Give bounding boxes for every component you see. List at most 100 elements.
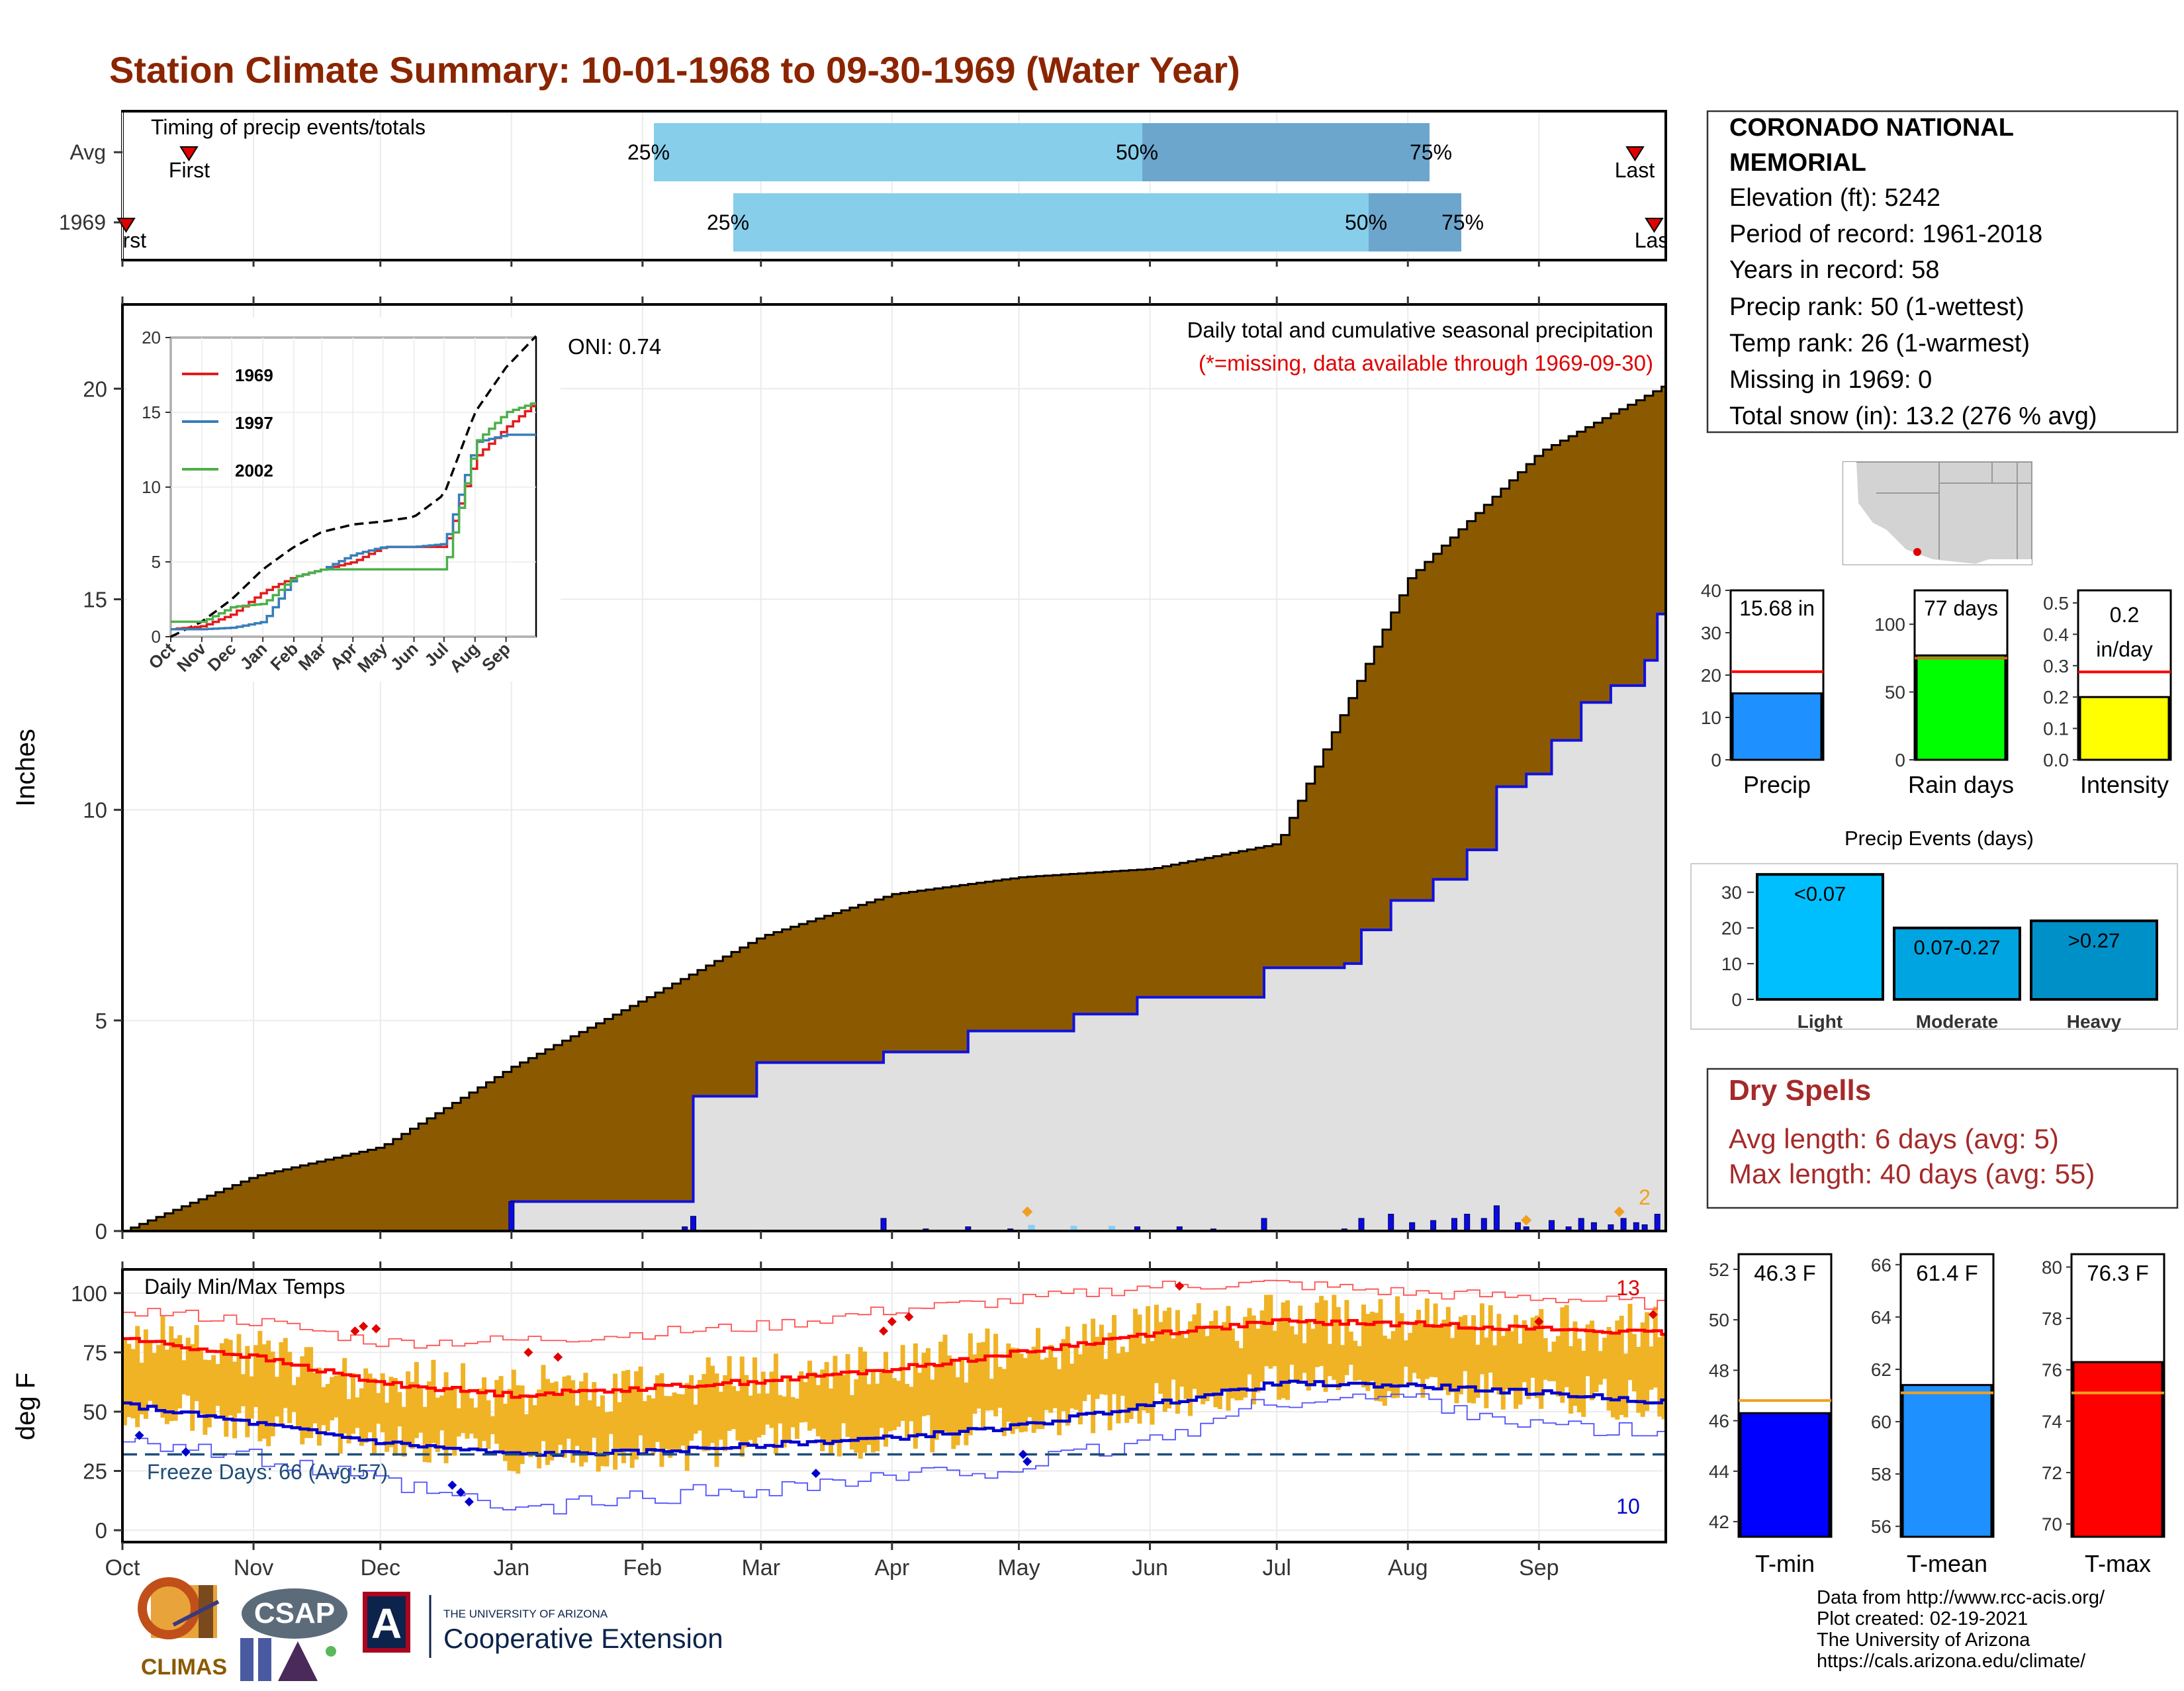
event-bar [2030,919,2158,1001]
temp-bar [985,1328,990,1411]
inset-y-tick-label: 15 [142,402,161,422]
summary-y-tick-label: 20 [1701,665,1721,686]
cold-days-count: 10 [1616,1494,1640,1518]
temp-bar [164,1349,169,1424]
temperature-panel: 0 25 50 75 100 deg F Daily Min/Max Temps Fre… [11,1261,1667,1580]
temp-bar [1095,1336,1100,1399]
temp-bar [1437,1326,1442,1391]
temp-bar [1332,1295,1337,1380]
temp-bar [215,1363,220,1406]
record-low-marker [134,1430,144,1440]
summary-y-tick-label: 0.4 [2043,624,2069,645]
daily-precip-bar [1549,1220,1555,1232]
temp-bar [1357,1346,1362,1381]
temp-bar [203,1359,208,1435]
temp-summary-y-tick-label: 46 [1709,1411,1729,1432]
temp-bar [1099,1324,1104,1394]
temp-bar [1551,1342,1557,1381]
temp-summary-y-tick-label: 42 [1709,1512,1729,1532]
legend-2002: 2002 [235,461,273,480]
temp-ylabel: deg F [11,1373,40,1440]
temp-bar [735,1391,741,1441]
temp-bar [401,1406,406,1457]
station-years: Years in record: 58 [1729,256,1940,284]
temp-bar [1027,1350,1032,1418]
temp-bar [782,1396,787,1448]
temp-bar [1505,1330,1510,1390]
temp-bar [300,1356,305,1445]
temp-bar [1264,1295,1269,1367]
temp-bar [1302,1343,1307,1373]
temp-bar [206,1359,212,1428]
record-max-line [122,1279,1666,1349]
temp-bar [1598,1351,1603,1385]
temp-bar [1010,1348,1015,1434]
temp-bar [1467,1326,1472,1403]
temp-bar [642,1401,647,1455]
temp-bar [815,1385,821,1437]
temp-bar [1201,1327,1206,1404]
temp-bar [1458,1316,1463,1394]
temp-bar [849,1394,854,1450]
temp-bar [778,1394,783,1424]
obs-p50-label: 50% [1345,210,1387,234]
temp-bar [993,1334,999,1417]
event-bar-tag: >0.27 [2068,929,2120,952]
temp-bar [1192,1314,1197,1389]
inset-line-2002 [171,402,536,623]
temp-bar [541,1365,546,1441]
csap-logo: CSAP [240,1588,347,1681]
temp-bar [177,1335,183,1408]
temp-bar [1175,1310,1180,1414]
temp-bar [1539,1308,1544,1409]
temp-bar [811,1372,817,1429]
station-elevation: Elevation (ft): 5242 [1729,184,1940,212]
month-label: Aug [1388,1555,1428,1580]
temp-bar [1120,1346,1125,1396]
temp-bar [477,1389,482,1451]
temp-bar [1471,1315,1477,1404]
temp-bar [316,1367,322,1446]
timing-label: Timing of precip events/totals [151,115,426,139]
temp-bar [351,1373,355,1434]
temp-bar [392,1378,398,1456]
temp-bar [773,1353,778,1455]
climas-logo: CLIMAS [138,1577,227,1680]
temp-bar [651,1398,656,1454]
temp-bar [1040,1359,1045,1430]
station-temp-rank: Temp rank: 26 (1-warmest) [1729,330,2030,357]
temp-bar [705,1357,711,1451]
temp-summary-label: T-max [2085,1550,2151,1577]
temp-bar [338,1372,343,1454]
temp-bar [160,1316,165,1418]
dry-spells-max: Max length: 40 days (avg: 55) [1729,1158,2095,1189]
temp-bar [1213,1310,1218,1408]
daily-precip-bar [1451,1218,1457,1232]
daily-temp-bars [122,1295,1666,1474]
temp-bar [1441,1319,1447,1391]
temp-bar [1631,1334,1637,1392]
temp-bar [1615,1320,1620,1420]
temp-bar [989,1379,994,1410]
station-name-2: MEMORIAL [1729,149,1866,177]
temp-bar [1454,1325,1459,1404]
temp-bar [663,1396,668,1449]
temp-bar [1488,1305,1493,1373]
y-tick-label: 15 [83,587,107,612]
temp-bar [1424,1298,1430,1379]
temp-bar [1514,1314,1518,1409]
avg-last-label: Last [1615,158,1655,182]
temp-bar [1492,1345,1497,1389]
temp-bar [668,1396,673,1458]
temp-bar [1128,1336,1134,1420]
temp-summary-y-tick-label: 52 [1709,1259,1729,1280]
temp-bar [951,1359,956,1449]
obs-p25-label: 25% [707,210,749,234]
temp-bar [1323,1300,1328,1392]
record-low-marker [1023,1457,1032,1467]
station-missing: Missing in 1969: 0 [1729,366,1932,394]
temp-bar [1378,1299,1383,1402]
temp-bar [1484,1337,1489,1408]
